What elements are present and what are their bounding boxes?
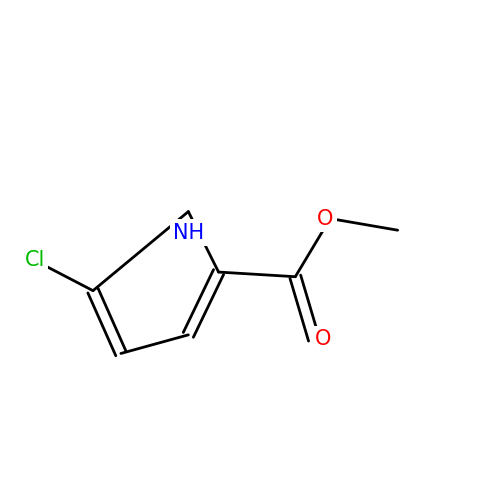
Text: Cl: Cl (24, 251, 45, 271)
Text: NH: NH (173, 223, 204, 242)
Text: O: O (318, 208, 334, 228)
Text: O: O (315, 330, 331, 350)
